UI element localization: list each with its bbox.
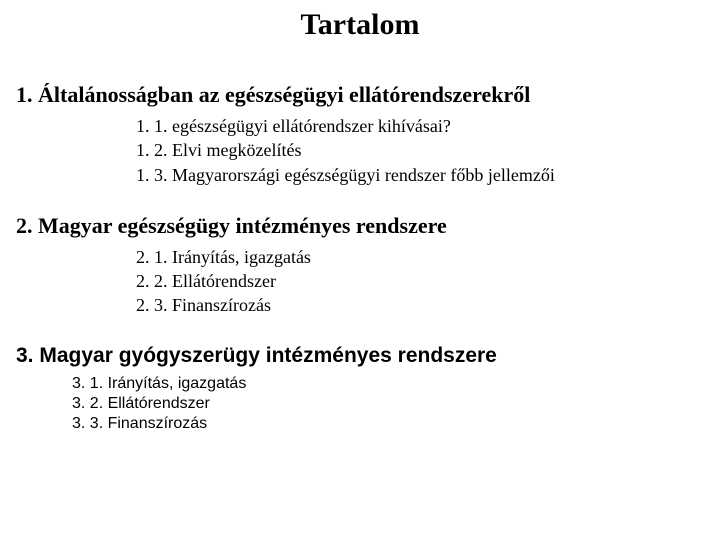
toc-item: 1. 2. Elvi megközelítés [136,138,704,162]
section-1: 1. Általánosságban az egészségügyi ellát… [16,82,704,187]
section-3: 3. Magyar gyógyszerügy intézményes rends… [16,344,704,434]
toc-item: 3. 1. Irányítás, igazgatás [72,374,704,394]
toc-item: 1. 3. Magyarországi egészségügyi rendsze… [136,163,704,187]
section-heading-3: 3. Magyar gyógyszerügy intézményes rends… [16,344,704,368]
toc-item: 3. 2. Ellátórendszer [72,394,704,414]
toc-item: 2. 3. Finanszírozás [136,293,704,317]
toc-item: 3. 3. Finanszírozás [72,414,704,434]
section-2: 2. Magyar egészségügy intézményes rendsz… [16,213,704,318]
section-heading-1: 1. Általánosságban az egészségügyi ellát… [16,82,704,108]
section-3-items: 3. 1. Irányítás, igazgatás 3. 2. Ellátór… [72,374,704,434]
section-heading-2: 2. Magyar egészségügy intézményes rendsz… [16,213,704,239]
toc-item: 1. 1. egészségügyi ellátórendszer kihívá… [136,114,704,138]
document-page: Tartalom 1. Általánosságban az egészségü… [0,0,720,434]
toc-item: 2. 2. Ellátórendszer [136,269,704,293]
section-1-items: 1. 1. egészségügyi ellátórendszer kihívá… [136,114,704,187]
toc-item: 2. 1. Irányítás, igazgatás [136,245,704,269]
section-2-items: 2. 1. Irányítás, igazgatás 2. 2. Ellátór… [136,245,704,318]
page-title: Tartalom [16,8,704,42]
